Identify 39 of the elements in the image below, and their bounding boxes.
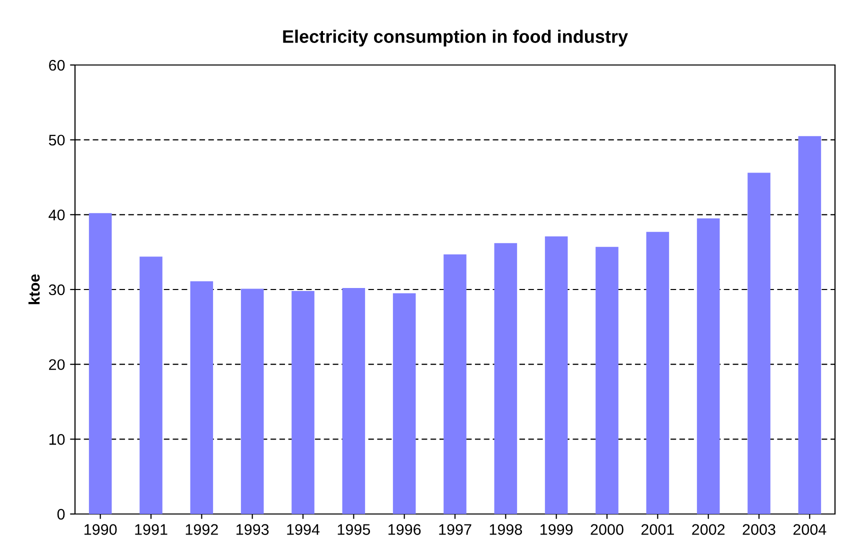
x-tick-label: 2003	[742, 524, 776, 535]
bar	[544, 236, 568, 514]
x-tick-label: 1996	[388, 524, 421, 535]
x-tick-label: 1995	[338, 524, 370, 535]
bar	[88, 213, 112, 514]
y-axis-title: ktoe	[28, 274, 40, 304]
x-tick-label: 2002	[692, 524, 725, 535]
x-tick-label: 1998	[490, 524, 522, 535]
bar	[444, 254, 466, 514]
x-tick-label: 1991	[135, 524, 168, 535]
bar	[190, 281, 214, 514]
x-tick-label: 2004	[793, 524, 826, 535]
x-tick-label: 1993	[236, 524, 269, 535]
x-tick-label: 2001	[641, 524, 674, 535]
bar	[392, 293, 416, 514]
y-tick-label: 40	[48, 210, 65, 220]
bar	[240, 288, 264, 514]
x-tick-label: 1999	[540, 524, 573, 535]
y-tick-label: 20	[49, 359, 65, 370]
x-tick-label: 1992	[186, 524, 218, 535]
bar	[798, 136, 822, 514]
y-tick-label: 0	[57, 508, 65, 520]
bar	[292, 290, 314, 514]
bar	[494, 243, 518, 514]
bar	[748, 172, 770, 514]
bar	[596, 246, 618, 514]
bar	[342, 288, 366, 514]
bar	[696, 218, 720, 514]
y-tick-label: 60	[49, 60, 65, 71]
x-tick-label: 1994	[287, 524, 320, 535]
chart-title: Electricity consumption in food industry	[283, 30, 628, 47]
y-tick-label: 50	[48, 134, 65, 146]
bar	[646, 232, 670, 514]
y-tick-label: 30	[48, 284, 65, 296]
x-tick-label: 2000	[590, 524, 624, 535]
bar	[140, 256, 162, 514]
y-tick-label: 10	[49, 434, 65, 445]
x-tick-label: 1997	[439, 524, 472, 535]
x-tick-label: 1990	[84, 524, 117, 535]
